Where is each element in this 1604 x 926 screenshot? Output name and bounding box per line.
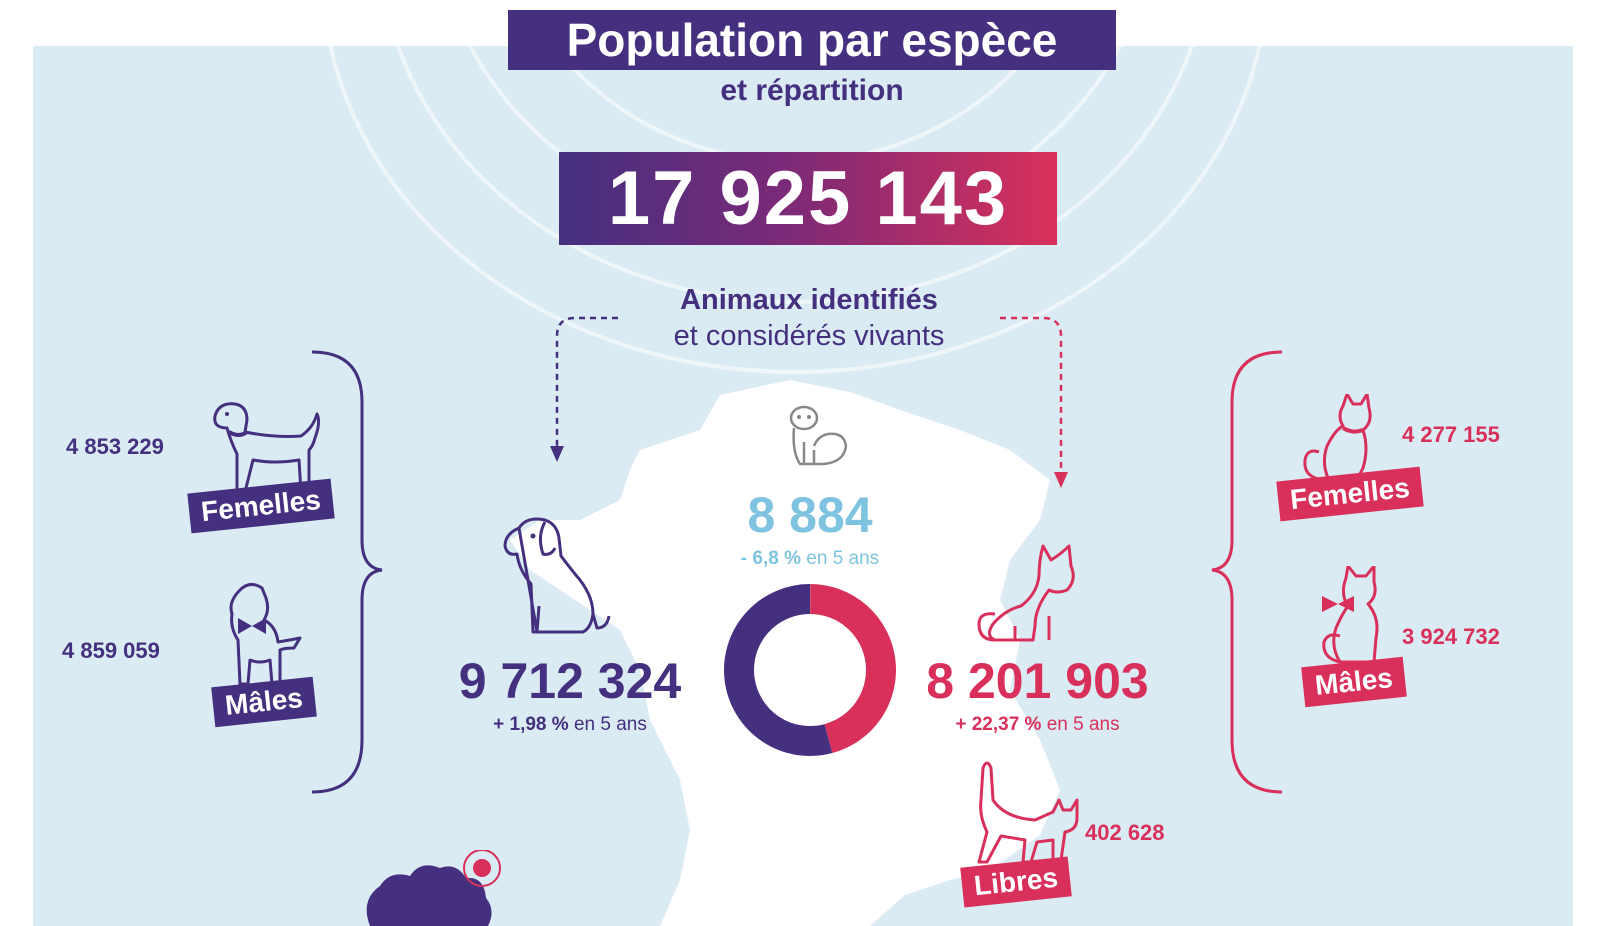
dog-males-count: 4 859 059 bbox=[62, 638, 160, 663]
ferret-count: 8 884 bbox=[747, 487, 873, 543]
cat-males-count: 3 924 732 bbox=[1402, 624, 1500, 649]
male-cat-icon bbox=[1322, 566, 1379, 664]
dog-change-value: + 1,98 % bbox=[493, 714, 569, 735]
donut-slice-chiens bbox=[724, 584, 833, 756]
lead-subtitle: et considérés vivants bbox=[673, 320, 945, 352]
cat-count: 8 201 903 bbox=[926, 653, 1149, 709]
lead-title: Animaux identifiés bbox=[680, 284, 938, 316]
dog-icon bbox=[503, 517, 611, 634]
donut-slice-chats bbox=[809, 584, 896, 754]
free-cat-icon bbox=[977, 761, 1079, 864]
free-cats-count: 402 628 bbox=[1085, 820, 1165, 845]
cat-change-suffix: en 5 ans bbox=[1046, 714, 1120, 735]
total-population: 17 925 143 bbox=[559, 152, 1057, 245]
dog-change-suffix: en 5 ans bbox=[573, 714, 647, 735]
male-dog-icon bbox=[229, 583, 302, 686]
decorative-badge bbox=[366, 850, 501, 926]
ferret-icon bbox=[789, 405, 848, 466]
ferret-change-suffix: en 5 ans bbox=[806, 548, 880, 569]
dog-change: + 1,98 % en 5 ans bbox=[450, 714, 690, 736]
page-subtitle: et répartition bbox=[720, 74, 904, 107]
ferret-change: - 6,8 % en 5 ans bbox=[700, 548, 920, 570]
female-dog-icon bbox=[213, 402, 321, 494]
dog-count: 9 712 324 bbox=[458, 653, 682, 709]
cat-females-count: 4 277 155 bbox=[1402, 422, 1500, 447]
dog-females-count: 4 853 229 bbox=[66, 434, 164, 459]
cat-change-value: + 22,37 % bbox=[955, 714, 1042, 735]
cat-icon bbox=[977, 544, 1075, 642]
page-title: Population par espèce bbox=[508, 10, 1116, 70]
ferret-change-value: - 6,8 % bbox=[740, 548, 801, 569]
species-donut-chart bbox=[724, 584, 896, 756]
cat-change: + 22,37 % en 5 ans bbox=[915, 714, 1160, 736]
